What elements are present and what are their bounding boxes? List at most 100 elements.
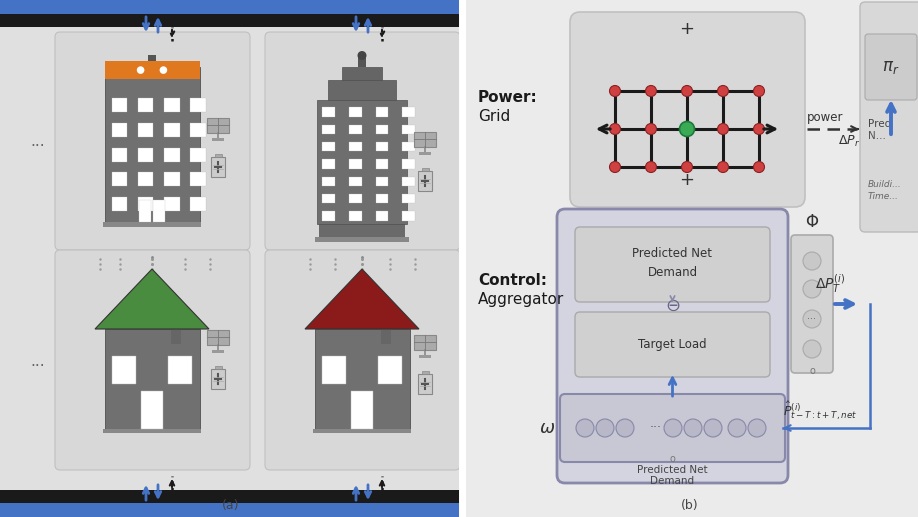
Circle shape xyxy=(728,419,746,437)
Bar xyxy=(164,147,180,161)
Bar xyxy=(322,211,335,220)
Bar xyxy=(414,131,436,146)
Bar xyxy=(328,80,397,100)
Bar xyxy=(465,0,918,517)
Bar xyxy=(317,100,407,224)
FancyBboxPatch shape xyxy=(560,394,785,462)
Bar xyxy=(349,194,362,203)
Text: Pred: Pred xyxy=(868,119,891,129)
Circle shape xyxy=(803,310,821,328)
Bar xyxy=(164,123,180,137)
FancyBboxPatch shape xyxy=(575,227,770,302)
Bar xyxy=(402,177,415,186)
Text: (b): (b) xyxy=(681,499,699,512)
Bar xyxy=(103,429,201,433)
Bar xyxy=(0,0,462,517)
Text: power: power xyxy=(807,111,844,124)
Bar xyxy=(211,369,225,389)
Text: $\pi_r$: $\pi_r$ xyxy=(882,58,900,76)
Text: $\Delta P_T^{(i)}$: $\Delta P_T^{(i)}$ xyxy=(815,273,845,295)
Circle shape xyxy=(681,161,692,173)
Circle shape xyxy=(704,419,722,437)
Text: $\omega$: $\omega$ xyxy=(539,419,555,437)
Circle shape xyxy=(160,66,167,74)
Text: $\ominus$: $\ominus$ xyxy=(665,297,680,315)
Circle shape xyxy=(610,161,621,173)
Text: Time...: Time... xyxy=(868,192,899,201)
Bar xyxy=(342,67,382,80)
Bar xyxy=(0,0,462,14)
Circle shape xyxy=(718,161,729,173)
FancyBboxPatch shape xyxy=(570,12,805,207)
Bar xyxy=(315,237,409,242)
Bar xyxy=(190,123,206,137)
Bar xyxy=(402,108,415,116)
Bar xyxy=(164,98,180,112)
FancyBboxPatch shape xyxy=(575,312,770,377)
Bar xyxy=(112,98,128,112)
Bar xyxy=(322,177,335,186)
Text: ···: ··· xyxy=(808,314,816,324)
Text: Target Load: Target Load xyxy=(638,338,707,351)
Circle shape xyxy=(718,85,729,97)
Text: Control:: Control: xyxy=(478,273,547,288)
FancyBboxPatch shape xyxy=(557,209,788,483)
Bar xyxy=(207,329,229,344)
Bar xyxy=(375,142,388,151)
Bar xyxy=(0,14,462,27)
Text: $\Phi$: $\Phi$ xyxy=(805,213,819,231)
Bar xyxy=(418,171,432,191)
Bar xyxy=(349,211,362,220)
Bar xyxy=(103,222,201,226)
Bar xyxy=(375,108,388,116)
Bar xyxy=(139,172,153,186)
Bar xyxy=(139,98,153,112)
Text: N...: N... xyxy=(868,131,886,141)
Bar xyxy=(402,194,415,203)
Text: ...: ... xyxy=(30,134,45,149)
Bar xyxy=(139,197,153,211)
Circle shape xyxy=(803,280,821,298)
Bar xyxy=(190,147,206,161)
Bar xyxy=(322,142,335,151)
Bar xyxy=(112,123,128,137)
Polygon shape xyxy=(305,269,419,329)
Polygon shape xyxy=(95,269,209,329)
Bar xyxy=(112,172,128,186)
Circle shape xyxy=(754,124,765,134)
Bar xyxy=(419,355,431,357)
Bar xyxy=(212,138,224,141)
Bar xyxy=(349,159,362,169)
Bar xyxy=(418,374,432,394)
Text: Power:: Power: xyxy=(478,90,538,105)
Text: (a): (a) xyxy=(222,499,240,512)
Circle shape xyxy=(576,419,594,437)
Text: Demand: Demand xyxy=(651,476,695,486)
Bar xyxy=(112,197,128,211)
Bar xyxy=(112,356,136,384)
Bar xyxy=(148,55,156,61)
FancyBboxPatch shape xyxy=(860,2,918,232)
Bar xyxy=(322,356,346,384)
Bar xyxy=(381,309,390,344)
Bar xyxy=(313,429,411,433)
Circle shape xyxy=(748,419,766,437)
Circle shape xyxy=(684,419,702,437)
Text: Predicted Net: Predicted Net xyxy=(633,247,712,260)
Bar xyxy=(190,172,206,186)
Bar xyxy=(211,157,225,177)
Bar xyxy=(402,159,415,169)
Circle shape xyxy=(610,124,621,134)
Text: +: + xyxy=(679,20,695,38)
Text: Predicted Net: Predicted Net xyxy=(637,465,708,475)
FancyBboxPatch shape xyxy=(265,32,460,250)
Text: o: o xyxy=(809,366,815,376)
Bar xyxy=(190,197,206,211)
Bar xyxy=(421,168,429,171)
Bar xyxy=(322,108,335,116)
Bar xyxy=(139,147,153,161)
Bar xyxy=(419,151,431,155)
Bar xyxy=(322,125,335,134)
Bar xyxy=(375,159,388,169)
Bar xyxy=(215,154,221,157)
